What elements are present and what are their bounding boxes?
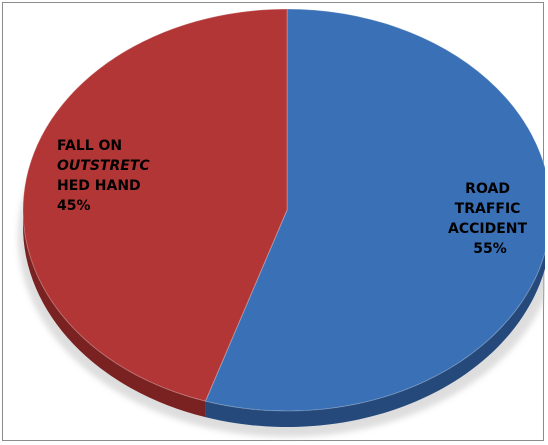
pie-slice-road-traffic-accident <box>204 8 545 412</box>
pie-chart: ROAD TRAFFIC ACCIDENT 55% FALL ON OUTSTR… <box>18 8 545 437</box>
pie-slice-fall-on-outstretc-hed-hand <box>22 8 288 402</box>
slice-label-fall-on-outstretched-hand: FALL ON OUTSTRETC HED HAND 45% <box>57 138 155 214</box>
slice-label-road-traffic-accident: ROAD TRAFFIC ACCIDENT 55% <box>448 181 532 257</box>
pie-top <box>22 8 545 412</box>
pie-sides <box>23 210 545 427</box>
pie-side-fall-on-outstretc-hed-hand <box>23 210 206 418</box>
chart-frame: ROAD TRAFFIC ACCIDENT 55% FALL ON OUTSTR… <box>2 2 545 441</box>
pie-side-road-traffic-accident <box>205 252 545 427</box>
